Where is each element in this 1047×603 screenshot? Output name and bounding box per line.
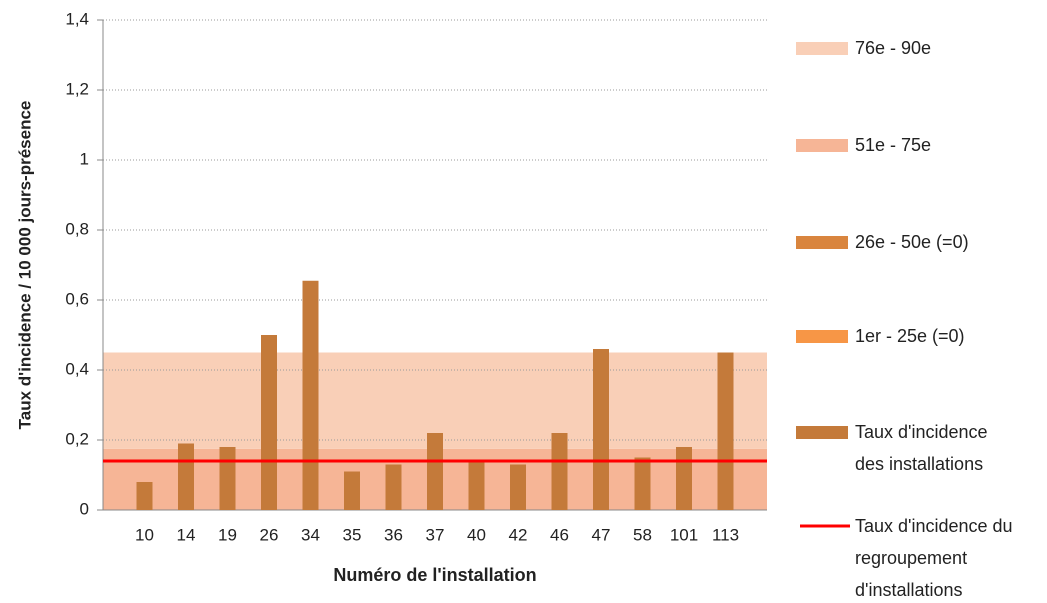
legend-swatch [796, 42, 848, 55]
bar [551, 433, 568, 510]
x-tick-label: 40 [467, 525, 486, 544]
x-tick-label: 37 [426, 525, 445, 544]
bar [427, 433, 443, 510]
bar [510, 464, 526, 510]
legend-label: 1er - 25e (=0) [855, 326, 965, 346]
legend-label: Taux d'incidence du regroupement d'insta… [855, 516, 1013, 600]
legend-label: 76e - 90e [855, 38, 932, 58]
bar [634, 457, 651, 510]
bar [593, 349, 609, 510]
percentile-band [103, 352, 767, 449]
y-tick-label: 0 [80, 499, 89, 518]
bar [302, 280, 319, 510]
legend-swatch [796, 426, 848, 439]
legend-swatch [796, 330, 848, 343]
x-axis-title: Numéro de l'installation [333, 565, 536, 585]
bar [385, 464, 402, 510]
x-tick-label: 26 [260, 525, 279, 544]
x-tick-label: 35 [343, 525, 362, 544]
x-tick-label: 58 [633, 525, 652, 544]
bar [136, 482, 153, 510]
x-tick-label: 36 [384, 525, 403, 544]
x-tick-label: 101 [670, 525, 698, 544]
y-tick-label: 1,2 [65, 79, 89, 98]
legend-label: 26e - 50e (=0) [855, 232, 969, 252]
x-tick-label: 113 [712, 525, 739, 544]
bar [219, 447, 236, 510]
y-tick-label: 0,8 [65, 219, 89, 238]
y-tick-label: 0,4 [65, 359, 89, 378]
y-axis-title: Taux d'incidence / 10 000 jours-présence [15, 101, 34, 430]
bar [468, 461, 485, 510]
y-tick-label: 1,4 [65, 9, 89, 28]
legend-label: 51e - 75e [855, 135, 932, 155]
bar [178, 443, 194, 510]
x-tick-label: 14 [177, 525, 196, 544]
bar [717, 352, 734, 510]
x-tick-label: 34 [301, 525, 320, 544]
legend-swatch [796, 139, 848, 152]
legend-swatch [796, 236, 848, 249]
x-tick-label: 46 [550, 525, 569, 544]
bar [676, 447, 692, 510]
x-tick-label: 47 [592, 525, 611, 544]
x-tick-label: 42 [509, 525, 528, 544]
y-tick-label: 1 [80, 149, 89, 168]
bar [261, 335, 277, 510]
x-tick-label: 10 [135, 525, 154, 544]
y-tick-label: 0,2 [65, 429, 89, 448]
x-tick-label: 19 [218, 525, 237, 544]
y-tick-label: 0,6 [65, 289, 89, 308]
legend-label: Taux d'incidence des installations [855, 422, 988, 474]
bar [344, 471, 360, 510]
